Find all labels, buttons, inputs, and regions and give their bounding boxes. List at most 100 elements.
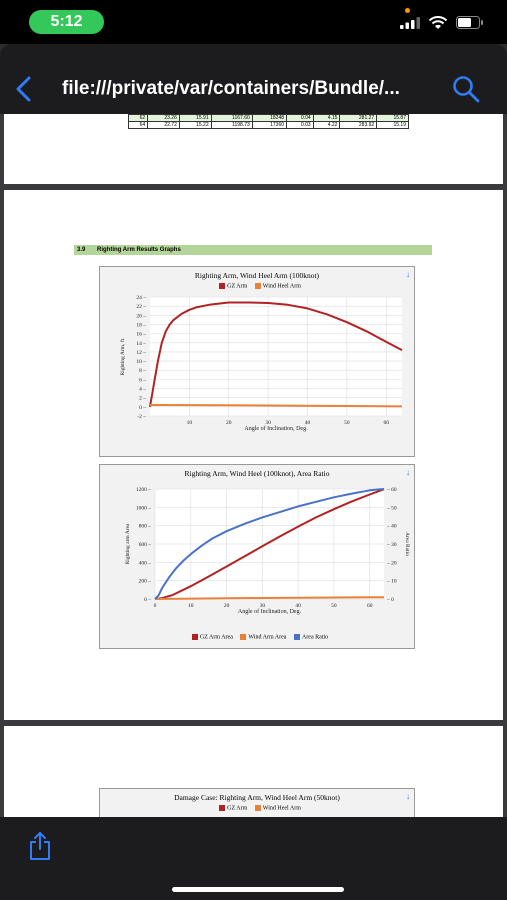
y-tick-label: 200 – <box>139 579 152 585</box>
table-cell: 15.91 <box>178 114 212 122</box>
download-arrow-icon[interactable]: ↓ <box>406 270 410 279</box>
x-tick-label: 50 <box>331 603 337 609</box>
legend-swatch <box>219 805 226 811</box>
series-line <box>149 301 403 407</box>
y-tick-label: 24 – <box>136 295 146 301</box>
battery-icon <box>456 16 483 29</box>
plot-area <box>150 297 402 416</box>
table-cell: 4.22 <box>312 121 341 129</box>
y-tick-label: 22 – <box>136 304 146 310</box>
y2-tick-label: – 50 <box>386 505 397 511</box>
y2-tick-label: – 30 <box>386 542 397 548</box>
y-axis-label: Righting arm Area <box>125 523 131 564</box>
legend-swatch <box>240 634 247 640</box>
table-cell: 0.04 <box>286 114 314 122</box>
table-row: 64 22.72 15.22 1198.73 17360 0.03 4.22 2… <box>127 121 409 129</box>
y-tick-label: 6 – <box>139 377 146 383</box>
table-cell: 22.72 <box>147 121 180 129</box>
home-indicator <box>172 887 344 892</box>
legend-swatch <box>254 805 261 811</box>
table-cell: 283.92 <box>339 121 378 129</box>
y-tick-label: 0 – <box>139 405 146 411</box>
x-tick-label: 10 <box>188 603 194 609</box>
search-icon[interactable] <box>452 75 480 103</box>
section-title: Righting Arm Results Graphs <box>97 247 181 253</box>
series-line <box>154 488 385 600</box>
legend-label: GZ Arm <box>227 283 248 290</box>
document-viewport[interactable]: 62 23.26 15.91 1167.60 18248 0.04 4.15 2… <box>0 114 507 817</box>
legend-swatch <box>191 634 198 640</box>
series-line <box>149 404 403 408</box>
chart-legend: GZ Arm Wind Heel Arm <box>100 283 414 289</box>
y2-tick-label: – 60 <box>386 487 397 493</box>
x-tick-label: 10 <box>187 420 193 426</box>
y-tick-label: 1200 – <box>136 487 151 493</box>
legend-label: GZ Arm Area <box>199 634 233 641</box>
section-number: 3.9 <box>77 247 86 253</box>
y-tick-label: 12 – <box>136 350 146 356</box>
series-line <box>154 596 384 600</box>
chart-plot: 24 – 22 – 20 – 18 – 16 – 14 – 12 – 10 – 8 – 6 – 4 … <box>119 295 403 432</box>
y-tick-label: 4 – <box>139 387 146 393</box>
table-cell: 64 <box>127 121 149 129</box>
legend-swatch <box>254 283 261 289</box>
y2-tick-label: – 10 <box>386 579 397 585</box>
section-heading: 3.9 Righting Arm Results Graphs <box>74 245 432 255</box>
status-bar: 5:12 <box>0 0 507 44</box>
x-tick-label: 20 <box>224 603 230 609</box>
chart-damage-case-50knot: Damage Case: Righting Arm, Wind Heel Arm… <box>99 788 415 817</box>
download-arrow-icon[interactable]: ↓ <box>406 792 410 801</box>
y-tick-label: 14 – <box>136 341 146 347</box>
chart-legend: GZ Arm Area Wind Arm Area Area Ratio <box>100 634 414 640</box>
y-tick-label: -2 – <box>137 414 146 420</box>
legend-label: Area Ratio <box>301 634 329 641</box>
table-cell: 62 <box>127 114 149 122</box>
y-tick-label: 20 – <box>136 313 146 319</box>
legend-label: Wind Heel Arm <box>262 805 301 812</box>
x-tick-label: 40 <box>305 420 311 426</box>
cellular-signal-icon <box>400 17 420 29</box>
table-cell: 15.19 <box>376 121 409 129</box>
stability-table: 62 23.26 15.91 1167.60 18248 0.04 4.15 2… <box>127 114 409 131</box>
privacy-indicator-dot <box>405 8 410 13</box>
x-tick-label: 0 <box>154 603 157 609</box>
y2-tick-label: – 20 <box>386 560 397 566</box>
table-cell: 4.15 <box>312 114 341 122</box>
x-axis-label: Angle of Inclination, Deg. <box>238 608 302 615</box>
y-tick-label: 400 – <box>139 560 152 566</box>
y-tick-label: 1000 – <box>136 505 151 511</box>
chart-legend: GZ Arm Wind Heel Arm <box>100 805 414 811</box>
table-cell: 23.26 <box>147 114 180 122</box>
x-tick-label: 40 <box>295 603 301 609</box>
back-chevron-icon[interactable] <box>14 76 34 102</box>
pdf-page-next: Damage Case: Righting Arm, Wind Heel Arm… <box>4 726 503 817</box>
chart-title: Righting Arm, Wind Heel Arm (100knot) <box>194 271 320 280</box>
share-icon[interactable] <box>28 831 52 861</box>
legend-swatch <box>219 283 226 289</box>
chart-gz-wind-heel-100knot: Righting Arm, Wind Heel Arm (100knot) ↓ … <box>99 266 415 457</box>
y-tick-label: 600 – <box>139 542 152 548</box>
chart-area-ratio-100knot: Righting Arm, Wind Heel (100knot), Area … <box>99 464 415 649</box>
x-tick-label: 30 <box>265 420 271 426</box>
series-line <box>154 488 385 600</box>
url-text[interactable]: file:///private/var/containers/Bundle/..… <box>62 78 400 99</box>
table-cell: 15.22 <box>178 121 212 129</box>
download-arrow-icon[interactable]: ↓ <box>406 468 410 477</box>
y-tick-label: 18 – <box>136 322 146 328</box>
table-row: 62 23.26 15.91 1167.60 18248 0.04 4.15 2… <box>127 114 409 122</box>
table-cell: 17360 <box>251 121 288 129</box>
y2-tick-label: – 40 <box>386 524 397 530</box>
legend-label: Wind Heel Arm <box>262 283 301 290</box>
y-tick-label: 0 – <box>144 597 151 603</box>
table-cell: 0.03 <box>286 121 314 129</box>
chart-plot: 1200 – 1000 – 800 – 600 – 400 – 200 – 0 –0 10 20… <box>125 487 410 615</box>
legend-label: GZ Arm <box>227 805 248 812</box>
table-cell: 15.87 <box>376 114 409 122</box>
x-tick-label: 30 <box>260 603 266 609</box>
x-tick-label: 60 <box>384 420 390 426</box>
legend-swatch <box>293 634 300 640</box>
x-axis-label: Angle of Inclination, Deg. <box>244 425 308 432</box>
pdf-page-previous: 62 23.26 15.91 1167.60 18248 0.04 4.15 2… <box>4 114 503 184</box>
table-cell: 281.27 <box>339 114 378 122</box>
pdf-page-current: 3.9 Righting Arm Results Graphs Righting… <box>4 190 503 720</box>
